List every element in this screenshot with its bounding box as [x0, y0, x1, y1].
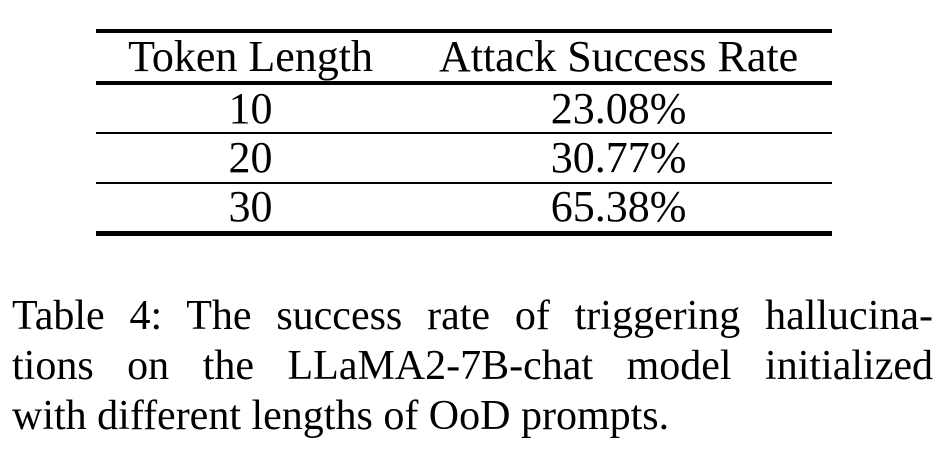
caption-line-2: tions on the LLaMA2-7B-chat model initia… — [12, 343, 933, 389]
column-header-token-length: Token Length — [128, 32, 374, 81]
results-table: Token Length Attack Success Rate 10 23.0… — [96, 29, 832, 236]
attack-success-rate-value: 23.08% — [550, 83, 687, 133]
attack-success-rate-value: 30.77% — [550, 133, 687, 182]
table-head: Token Length Attack Success Rate — [96, 31, 832, 83]
table-row: 10 23.08% — [96, 83, 832, 133]
column-header-attack-success-rate: Attack Success Rate — [438, 32, 799, 81]
caption-line-3: with different lengths of OoD prompts. — [12, 393, 670, 439]
table-row: 30 65.38% — [96, 183, 832, 233]
table-body: 10 23.08% 20 30.77% 30 65.38% — [96, 83, 832, 233]
attack-success-rate-value: 65.38% — [550, 182, 687, 232]
token-length-value: 10 — [228, 83, 273, 133]
token-length-value: 30 — [228, 182, 273, 232]
table-caption: Table 4: The success rate of triggering … — [12, 291, 933, 441]
table-header-row: Token Length Attack Success Rate — [96, 31, 832, 83]
token-length-value: 20 — [228, 133, 273, 182]
caption-line-1: Table 4: The success rate of triggering … — [12, 293, 933, 339]
table-row: 20 30.77% — [96, 133, 832, 183]
